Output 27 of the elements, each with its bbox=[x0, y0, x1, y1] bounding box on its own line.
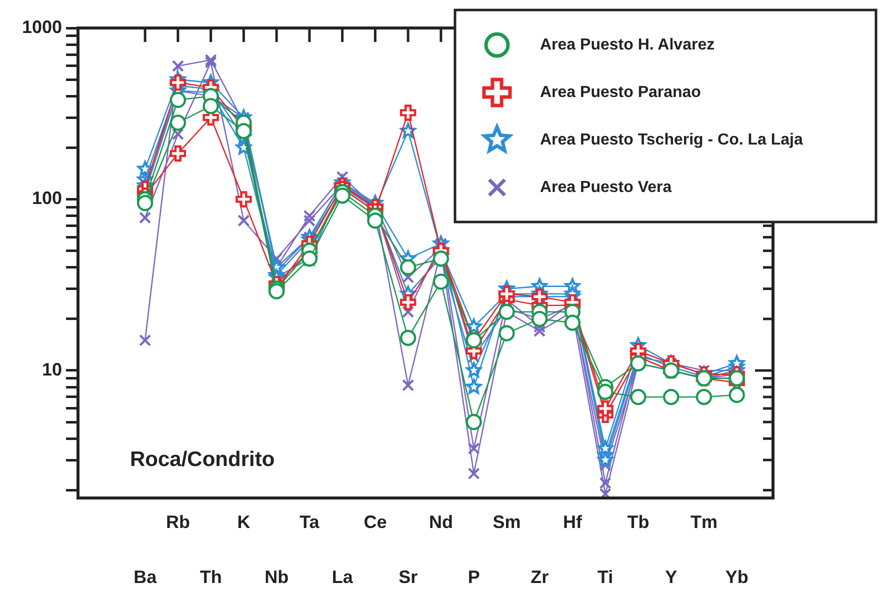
x-tick-label: Th bbox=[200, 566, 222, 587]
x-tick-label: Sr bbox=[398, 566, 418, 587]
x-tick-label: Tm bbox=[690, 512, 718, 532]
legend-label: Area Puesto Paranao bbox=[540, 84, 702, 101]
x-tick-label: P bbox=[468, 566, 480, 587]
x-tick-label: Tb bbox=[627, 512, 650, 532]
y-tick-label: 10 bbox=[42, 359, 62, 380]
legend-label: Area Puesto Vera bbox=[540, 178, 672, 196]
x-tick-label: Ti bbox=[597, 566, 614, 587]
x-tick-label: K bbox=[237, 512, 250, 532]
x-tick-label: Ba bbox=[134, 566, 158, 587]
legend-label: Area Puesto Tscherig - Co. La Laja bbox=[540, 131, 803, 148]
x-tick-label: Ta bbox=[300, 512, 320, 532]
annotation: Roca/Condrito bbox=[130, 448, 275, 471]
x-tick-label: Sm bbox=[492, 512, 521, 532]
x-tick-label: Rb bbox=[166, 512, 190, 532]
x-tick-label: Nb bbox=[264, 566, 289, 587]
x-tick-label: Ce bbox=[364, 512, 387, 532]
x-tick-label: Y bbox=[665, 566, 678, 587]
y-tick-label: 100 bbox=[32, 188, 62, 208]
legend-label: Area Puesto H. Alvarez bbox=[540, 36, 715, 54]
x-tick-label: Hf bbox=[562, 512, 583, 532]
x-tick-label: Zr bbox=[530, 566, 549, 587]
x-tick-label: Yb bbox=[725, 566, 748, 587]
x-tick-label: Nd bbox=[428, 512, 453, 532]
y-tick-label: 1000 bbox=[22, 16, 62, 37]
x-tick-label: La bbox=[332, 566, 354, 587]
